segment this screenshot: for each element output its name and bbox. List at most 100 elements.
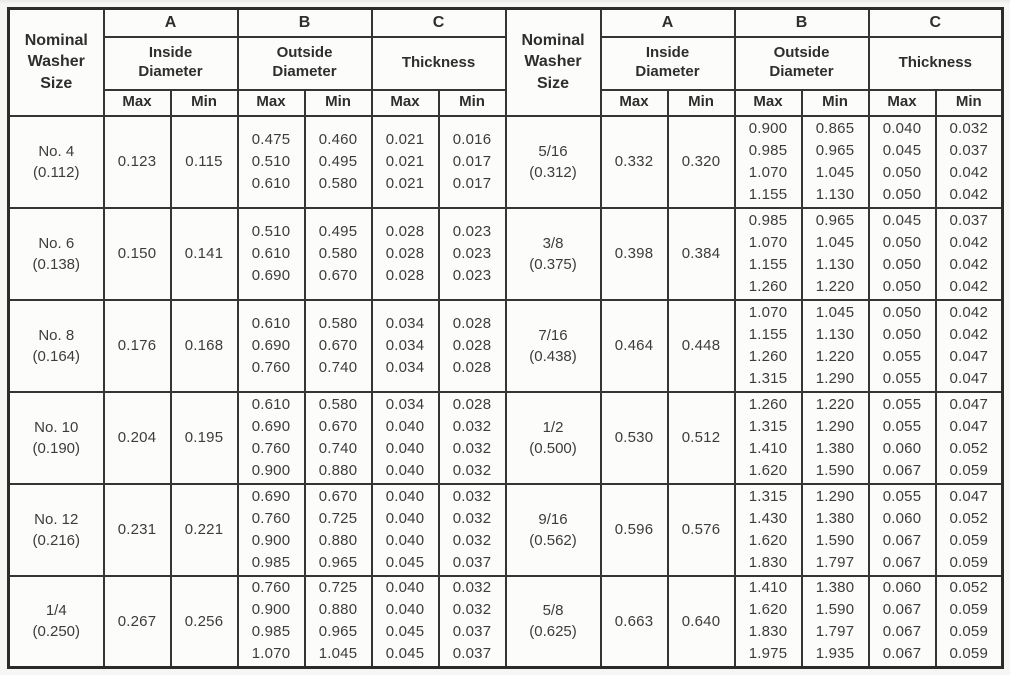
header-inside-diameter-left: Inside Diameter (102, 35, 239, 91)
thickness-min-cell: 0.028 0.028 0.028 (437, 298, 507, 393)
thickness-min-cell: 0.028 0.032 0.032 0.032 (437, 390, 507, 485)
inside-diameter-max-cell: 0.596 (599, 482, 669, 577)
size-label: 9/16 (538, 510, 568, 528)
nominal-size-cell: 7/16 (0.438) (504, 298, 602, 393)
thickness-max-cell: 0.050 0.050 0.055 0.055 (867, 298, 937, 393)
thickness-max-cell: 0.040 0.040 0.040 0.045 (370, 482, 440, 577)
size-label: No. 10 (34, 418, 79, 436)
outside-diameter-max-cell: 0.610 0.690 0.760 (236, 298, 306, 393)
inside-diameter-min-cell: 0.195 (169, 390, 239, 485)
inside-diameter-min-cell: 0.384 (666, 206, 736, 301)
inside-diameter-max-cell: 0.530 (599, 390, 669, 485)
thickness-max-cell: 0.034 0.040 0.040 0.040 (370, 390, 440, 485)
size-basic-decimal: (0.190) (32, 439, 81, 457)
table-body: No. 4 (0.112) 0.123 0.115 0.475 0.510 0.6… (7, 114, 1004, 669)
size-basic-decimal: (0.500) (529, 439, 577, 457)
outside-diameter-min-cell: 1.220 1.290 1.380 1.590 (800, 390, 870, 485)
thickness-min-cell: 0.037 0.042 0.042 0.042 (934, 206, 1004, 301)
inside-diameter-min-cell: 0.448 (666, 298, 736, 393)
outside-diameter-max-cell: 1.315 1.430 1.620 1.830 (733, 482, 803, 577)
header-group-c-right: C (867, 7, 1004, 38)
header-outside-diameter-left: Outside Diameter (236, 35, 373, 91)
thickness-max-cell: 0.060 0.067 0.067 0.067 (867, 574, 937, 669)
size-label: 1/4 (45, 602, 67, 620)
size-basic-decimal: (0.625) (529, 623, 577, 641)
header-group-a-right: A (599, 7, 736, 38)
thickness-max-cell: 0.045 0.050 0.050 0.050 (867, 206, 937, 301)
header-thickness-left: Thickness (370, 35, 507, 91)
size-label: No. 8 (38, 326, 75, 344)
nominal-size-cell: 1/2 (0.500) (504, 390, 602, 485)
size-basic-decimal: (0.375) (529, 255, 577, 273)
outside-diameter-max-cell: 0.900 0.985 1.070 1.155 (733, 114, 803, 209)
table-row: No. 10 (0.190) 0.204 0.195 0.610 0.690 0.… (7, 390, 1004, 485)
outside-diameter-max-cell: 0.985 1.070 1.155 1.260 (733, 206, 803, 301)
header-max: Max (867, 88, 937, 117)
header-max: Max (102, 88, 172, 117)
header-min: Min (303, 88, 373, 117)
nominal-size-cell: 3/8 (0.375) (504, 206, 602, 301)
inside-diameter-min-cell: 0.576 (666, 482, 736, 577)
size-label: No. 12 (34, 510, 79, 528)
thickness-max-cell: 0.040 0.040 0.045 0.045 (370, 574, 440, 669)
outside-diameter-min-cell: 0.580 0.670 0.740 (303, 298, 373, 393)
thickness-min-cell: 0.047 0.047 0.052 0.059 (934, 390, 1004, 485)
header-max: Max (236, 88, 306, 117)
outside-diameter-min-cell: 1.290 1.380 1.590 1.797 (800, 482, 870, 577)
outside-diameter-max-cell: 1.070 1.155 1.260 1.315 (733, 298, 803, 393)
thickness-min-cell: 0.032 0.032 0.032 0.037 (437, 482, 507, 577)
outside-diameter-min-cell: 1.045 1.130 1.220 1.290 (800, 298, 870, 393)
header-group-a-left: A (102, 7, 239, 38)
inside-diameter-max-cell: 0.176 (102, 298, 172, 393)
header-outside-diameter-right: Outside Diameter (733, 35, 870, 91)
nominal-size-cell: No. 4 (0.112) (7, 114, 105, 209)
header-group-b-left: B (236, 7, 373, 38)
thickness-min-cell: 0.042 0.042 0.047 0.047 (934, 298, 1004, 393)
inside-diameter-max-cell: 0.332 (599, 114, 669, 209)
outside-diameter-min-cell: 0.495 0.580 0.670 (303, 206, 373, 301)
nominal-size-cell: No. 12 (0.216) (7, 482, 105, 577)
inside-diameter-min-cell: 0.221 (169, 482, 239, 577)
inside-diameter-max-cell: 0.123 (102, 114, 172, 209)
nominal-size-cell: 5/16 (0.312) (504, 114, 602, 209)
outside-diameter-min-cell: 0.460 0.495 0.580 (303, 114, 373, 209)
nominal-size-cell: 1/4 (0.250) (7, 574, 105, 669)
header-thickness-right: Thickness (867, 35, 1004, 91)
inside-diameter-min-cell: 0.640 (666, 574, 736, 669)
size-basic-decimal: (0.562) (529, 531, 577, 549)
nominal-size-cell: 5/8 (0.625) (504, 574, 602, 669)
inside-diameter-min-cell: 0.115 (169, 114, 239, 209)
outside-diameter-max-cell: 0.610 0.690 0.760 0.900 (236, 390, 306, 485)
table-row: No. 12 (0.216) 0.231 0.221 0.690 0.760 0.… (7, 482, 1004, 577)
header-nominal-washer-size-right: Nominal Washer Size (504, 7, 602, 117)
inside-diameter-max-cell: 0.663 (599, 574, 669, 669)
size-label: 5/8 (542, 602, 564, 620)
thickness-min-cell: 0.016 0.017 0.017 (437, 114, 507, 209)
thickness-min-cell: 0.052 0.059 0.059 0.059 (934, 574, 1004, 669)
outside-diameter-min-cell: 0.725 0.880 0.965 1.045 (303, 574, 373, 669)
outside-diameter-max-cell: 0.510 0.610 0.690 (236, 206, 306, 301)
header-group-c-left: C (370, 7, 507, 38)
header-max: Max (733, 88, 803, 117)
outside-diameter-min-cell: 0.965 1.045 1.130 1.220 (800, 206, 870, 301)
nominal-size-cell: No. 10 (0.190) (7, 390, 105, 485)
size-basic-decimal: (0.112) (33, 163, 80, 181)
inside-diameter-min-cell: 0.512 (666, 390, 736, 485)
size-basic-decimal: (0.250) (32, 623, 81, 641)
thickness-min-cell: 0.047 0.052 0.059 0.059 (934, 482, 1004, 577)
size-basic-decimal: (0.438) (529, 347, 577, 365)
inside-diameter-min-cell: 0.168 (169, 298, 239, 393)
size-label: 7/16 (538, 326, 568, 344)
size-label: 1/2 (542, 418, 564, 436)
header-inside-diameter-right: Inside Diameter (599, 35, 736, 91)
header-min: Min (169, 88, 239, 117)
size-label: 5/16 (538, 142, 568, 160)
thickness-min-cell: 0.023 0.023 0.023 (437, 206, 507, 301)
table-row: No. 4 (0.112) 0.123 0.115 0.475 0.510 0.6… (7, 114, 1004, 209)
inside-diameter-max-cell: 0.150 (102, 206, 172, 301)
thickness-max-cell: 0.028 0.028 0.028 (370, 206, 440, 301)
outside-diameter-min-cell: 0.670 0.725 0.880 0.965 (303, 482, 373, 577)
size-label: No. 6 (38, 234, 75, 252)
header-group-b-right: B (733, 7, 870, 38)
